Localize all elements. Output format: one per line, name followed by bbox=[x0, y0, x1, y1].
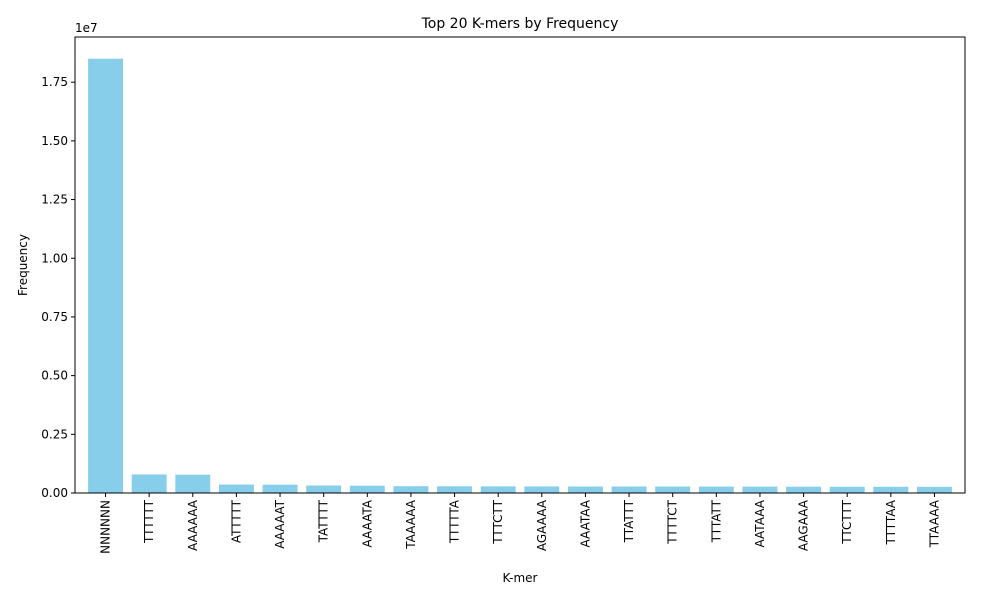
x-tick-label: AGAAAA bbox=[535, 499, 549, 551]
x-tick-label: TTTCTT bbox=[491, 499, 505, 544]
x-tick-label: TTAAAA bbox=[927, 499, 941, 548]
y-tick-label: 0.00 bbox=[41, 486, 68, 500]
bar-aaaata bbox=[349, 485, 385, 493]
x-tick-label: AAATAA bbox=[578, 499, 592, 547]
x-tick-label: ATTTTT bbox=[229, 499, 243, 543]
x-tick-label: TTTTCT bbox=[666, 499, 680, 544]
bar-tttctt bbox=[480, 486, 516, 493]
x-tick-label: TTTTAA bbox=[884, 499, 898, 545]
bar-aaaaat bbox=[262, 484, 298, 493]
y-tick-label: 1.00 bbox=[41, 251, 68, 265]
y-tick-label: 1.75 bbox=[41, 75, 68, 89]
bar-ttaaaa bbox=[917, 486, 952, 493]
x-tick-label: TTTTTT bbox=[142, 499, 156, 544]
x-tick-label: AATAAA bbox=[753, 499, 767, 547]
bar-aagaaa bbox=[786, 486, 822, 493]
y-tick-label: 0.75 bbox=[41, 310, 68, 324]
bar-ttttct bbox=[655, 486, 691, 493]
bar-aataaa bbox=[742, 486, 778, 493]
plot-frame bbox=[74, 36, 966, 494]
y-tick-label: 1.50 bbox=[41, 134, 68, 148]
x-tick-label: AAAATA bbox=[360, 499, 374, 547]
x-tick-label: TTATTT bbox=[622, 499, 636, 543]
y-axis-label: Frequency bbox=[16, 234, 30, 296]
bar-tttttt bbox=[131, 474, 167, 493]
bar-attttt bbox=[218, 484, 254, 493]
bar-aaataa bbox=[567, 486, 603, 493]
x-tick-label: TTCTTT bbox=[840, 499, 854, 544]
bar-tatttt bbox=[306, 485, 342, 493]
x-tick-label: NNNNNN bbox=[99, 500, 113, 554]
x-tick-label: TTTATT bbox=[709, 499, 723, 543]
y-tick-label: 1.25 bbox=[41, 193, 68, 207]
x-tick-label: TATTTT bbox=[317, 499, 331, 543]
y-axis: 0.00 0.25 0.50 0.75 1.00 1.25 1.50 1.75 bbox=[41, 75, 75, 500]
x-axis-label: K-mer bbox=[503, 571, 538, 585]
y-axis-offset-label: 1e7 bbox=[75, 21, 98, 35]
bar-taaaaa bbox=[393, 486, 429, 493]
chart-title: Top 20 K-mers by Frequency bbox=[421, 16, 619, 32]
x-tick-label: AAGAAA bbox=[797, 499, 811, 551]
bar-tttatt bbox=[698, 486, 734, 493]
bar-nnnnnn bbox=[88, 58, 123, 493]
bar-ttattt bbox=[611, 486, 647, 493]
bar-ttttta bbox=[437, 486, 473, 493]
x-tick-label: AAAAAT bbox=[273, 499, 287, 548]
y-tick-label: 0.50 bbox=[41, 369, 68, 383]
y-tick-label: 0.25 bbox=[41, 427, 68, 441]
bar-ttcttt bbox=[829, 486, 865, 493]
x-tick-label: TAAAAA bbox=[404, 499, 418, 550]
bar-aaaaaa bbox=[175, 474, 211, 493]
bar-ttttaa bbox=[873, 486, 909, 493]
x-tick-label: TTTTTA bbox=[448, 499, 462, 544]
bars-group bbox=[88, 58, 952, 493]
x-axis: NNNNNN TTTTTT AAAAAA ATTTTT AAAAAT TATTTT AAAA… bbox=[99, 493, 941, 554]
x-tick-label: AAAAAA bbox=[186, 499, 200, 551]
bar-agaaaa bbox=[524, 486, 560, 493]
